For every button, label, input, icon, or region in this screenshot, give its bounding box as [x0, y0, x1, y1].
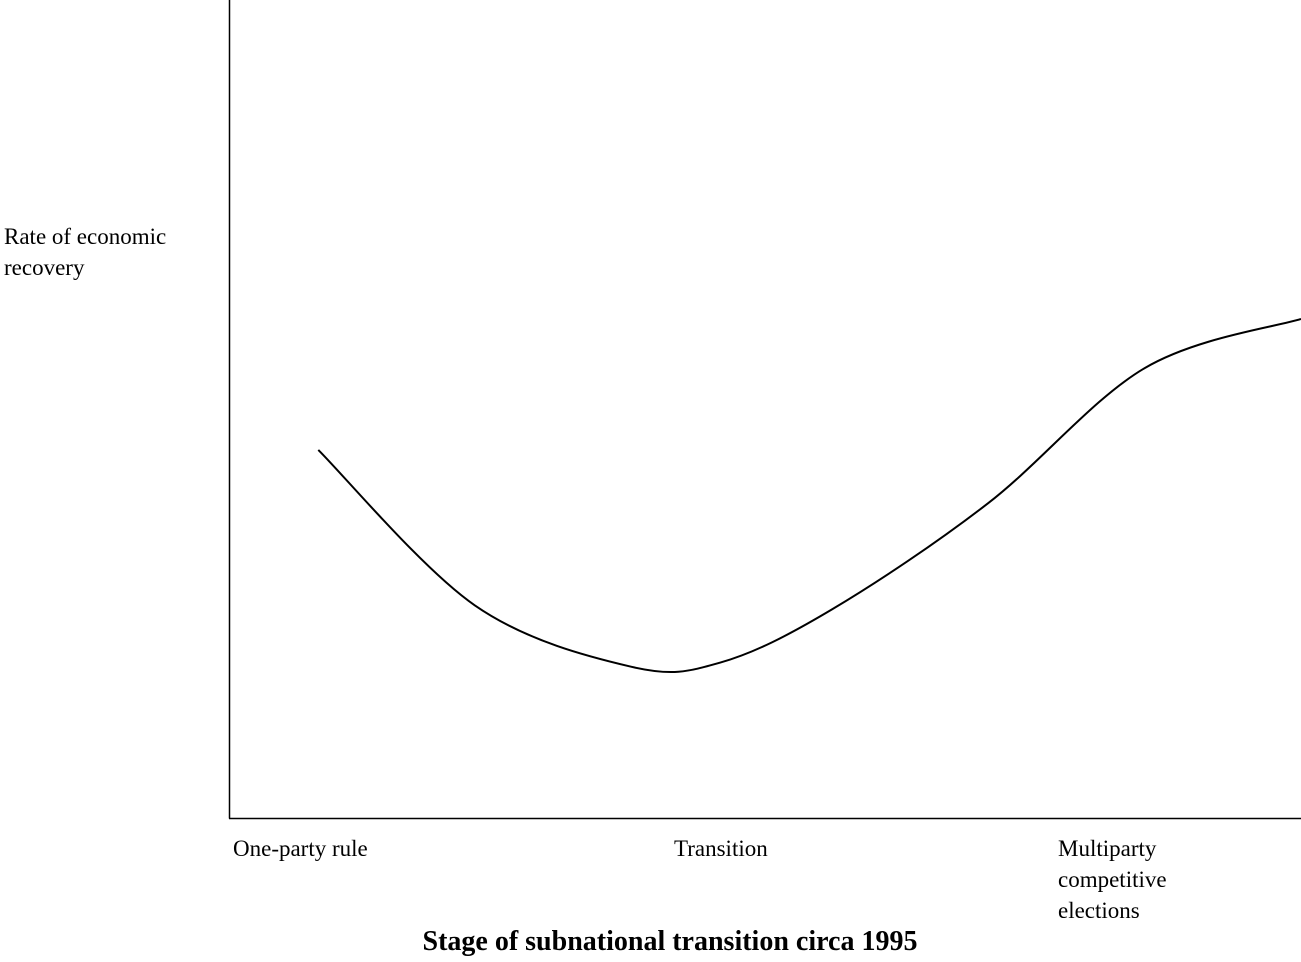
x-tick-label-one-party-rule: One-party rule — [233, 836, 368, 861]
y-axis-label: Rate of economic recovery — [4, 224, 167, 280]
x-tick-label-transition: Transition — [674, 836, 768, 861]
x-axis-label: Stage of subnational transition circa 19… — [422, 926, 918, 957]
series-line — [317, 318, 1301, 674]
x-tick-label-multiparty: Multiparty competitive elections — [1058, 836, 1167, 923]
